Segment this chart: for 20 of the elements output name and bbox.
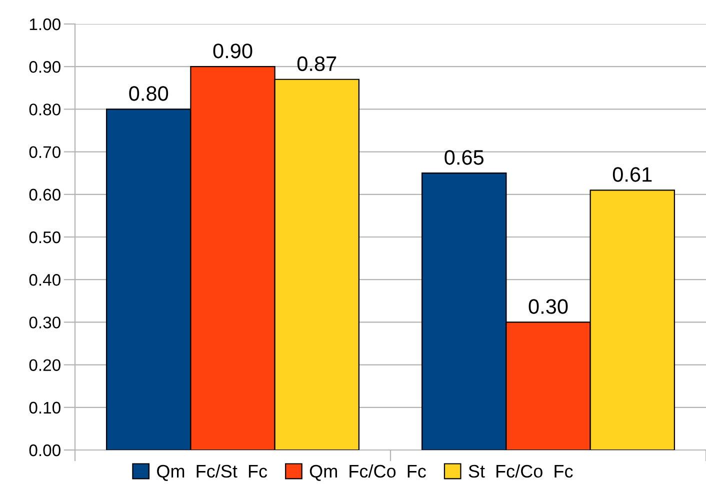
text: 0.00: [29, 444, 60, 456]
text: 0.50: [29, 231, 60, 244]
legend-label: Qm Fc/St Fc: [157, 464, 268, 481]
legend-label: Qm Fc/Co Fc: [310, 464, 426, 481]
text: 0.10: [29, 402, 60, 414]
data-label: 0.65: [444, 150, 484, 165]
text: 0.40: [29, 274, 60, 286]
text: 0.90: [29, 61, 60, 73]
text: 0.70: [29, 146, 60, 158]
text: 0.20: [29, 359, 60, 372]
data-label: 0.30: [528, 299, 568, 314]
data-label: 0.80: [129, 86, 168, 101]
legend-label: St Fc/Co Fc: [468, 464, 573, 478]
data-label: 0.90: [213, 44, 252, 58]
data-label: 0.87: [297, 56, 336, 72]
data-label: 0.61: [612, 167, 652, 182]
text: 0.80: [29, 104, 60, 116]
text: 0.30: [29, 316, 60, 328]
text: 1.00: [30, 18, 60, 30]
text: 0.60: [29, 188, 60, 201]
